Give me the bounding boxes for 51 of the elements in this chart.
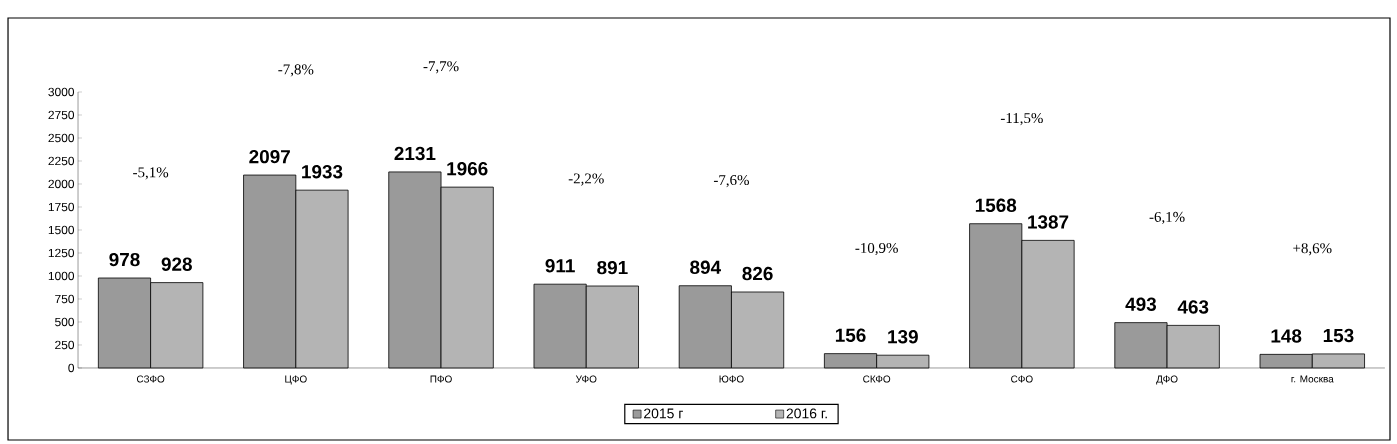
annotation: -2,2% [568,173,604,186]
annotation: -5,1% [133,167,169,180]
x-tick-label: ЦФО [285,375,307,385]
annotation: -10,9% [855,242,898,256]
annotation: +8,6% [1293,243,1332,256]
data-label: 1387 [1028,215,1069,229]
y-tick-label: 1750 [48,202,75,212]
annotation: -7,6% [713,174,749,188]
legend-label: 2016 г. [786,408,827,419]
data-label: 894 [690,260,721,275]
y-tick-label: 750 [55,294,75,304]
data-label: 928 [161,257,192,271]
y-tick-label: 2250 [48,156,75,166]
y-tick-label: 2500 [48,133,75,143]
data-label: 978 [109,252,140,267]
y-tick-label: 1250 [48,248,75,258]
y-tick-label: 250 [55,340,75,350]
y-tick-label: 3000 [48,87,75,97]
data-label: 493 [1125,297,1157,311]
y-tick-label: 2000 [48,179,75,189]
data-label: 826 [742,266,773,281]
y-tick-label: 0 [68,363,75,373]
data-label: 139 [888,330,918,344]
text: -7,8% [278,64,314,77]
x-tick-label: ПФО [430,375,452,383]
x-tick-label: ДФО [1156,375,1178,385]
text: -7,7% [423,61,459,74]
data-label: 148 [1271,329,1302,343]
data-label: 1568 [975,198,1017,213]
data-label: 891 [597,260,628,275]
x-tick-label: СФО [1011,375,1033,383]
annotation: -6,1% [1149,211,1185,225]
data-label: 2131 [394,146,436,161]
x-tick-label: СКФО [863,375,891,383]
y-tick-label: 2750 [48,110,75,120]
x-tick-label: г. Москва [1291,375,1334,383]
data-label: 2097 [249,149,290,164]
data-label: 911 [545,259,575,273]
data-label: 156 [835,328,866,342]
data-label: 153 [1323,328,1354,343]
data-label: 463 [1177,300,1209,314]
x-tick-label: ЮФО [719,375,744,383]
legend-label: 2015 г [644,408,683,419]
y-tick-label: 1000 [48,271,75,281]
y-tick-label: 1500 [48,225,75,235]
y-tick-label: 500 [55,317,75,327]
x-tick-label: УФО [575,375,597,383]
data-label: 1966 [447,161,488,176]
data-label: 1933 [302,165,343,179]
x-tick-label: СЗФО [136,375,165,383]
annotation: -11,5% [1000,112,1043,126]
